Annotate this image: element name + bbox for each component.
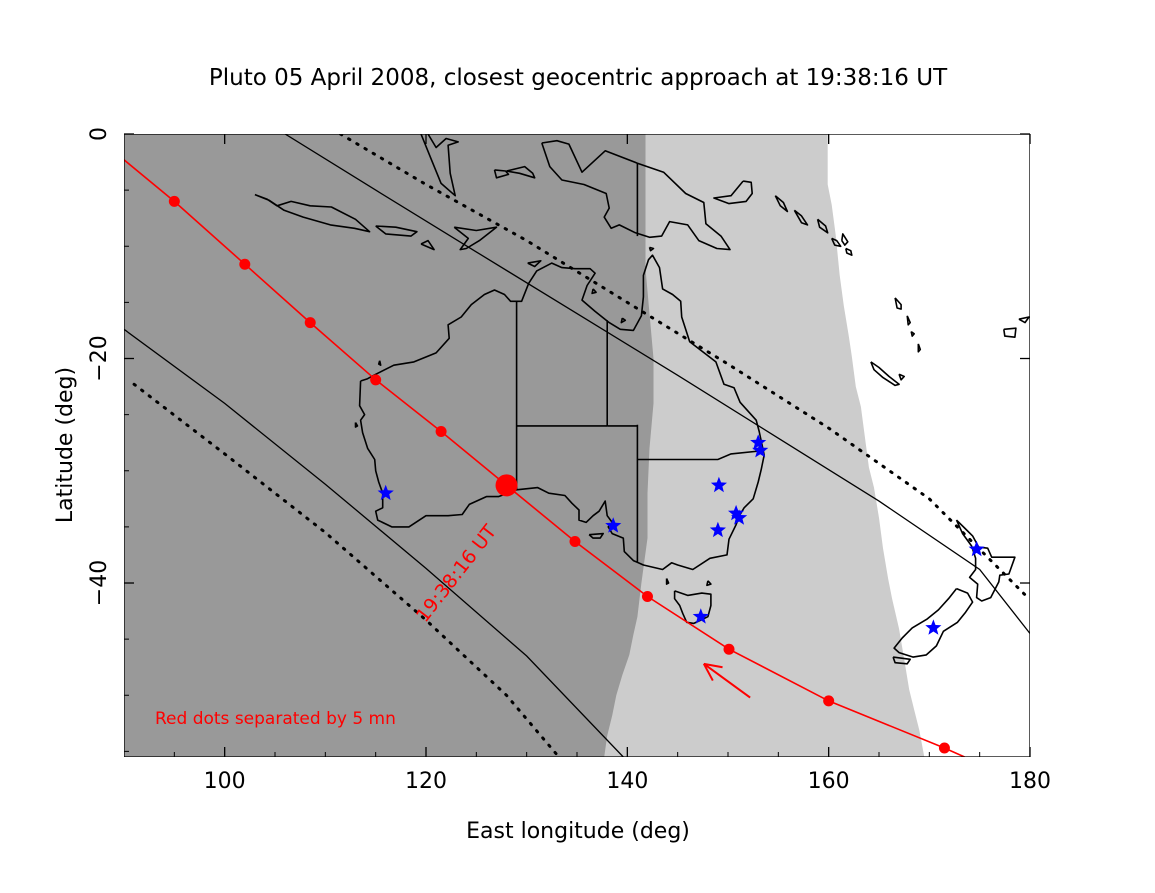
coastlines — [254, 134, 1030, 665]
time-dot-1 — [239, 258, 251, 270]
station-star-9 — [968, 540, 985, 557]
coastline-34 — [648, 246, 655, 252]
coastline-15 — [816, 218, 829, 234]
x-axis-label: East longitude (deg) — [466, 819, 690, 844]
y-tick-label-0: 0 — [87, 127, 112, 141]
coastline-19 — [870, 361, 900, 387]
coastline-32 — [591, 288, 597, 295]
shadow-limit-1 — [124, 328, 624, 757]
station-star-7 — [709, 521, 726, 538]
station-star-2 — [710, 476, 727, 493]
time-dot-3 — [370, 374, 382, 386]
time-dot-0 — [168, 195, 180, 207]
x-tick-label-1: 120 — [405, 769, 447, 794]
coastline-4 — [541, 139, 731, 251]
coastline-22 — [910, 330, 916, 337]
dotted-limit-2 — [338, 134, 1030, 602]
plot-area: 19:38:16 UT Red dots separated by 5 mn — [124, 134, 1030, 757]
coastline-26 — [1018, 316, 1030, 324]
time-dot-5 — [569, 535, 581, 547]
coastline-8 — [453, 226, 498, 251]
direction-arrow — [702, 662, 751, 699]
coastline-25 — [1003, 327, 1017, 339]
y-tick-label-2: −40 — [87, 560, 112, 606]
coastline-21 — [906, 315, 912, 326]
x-tick-label-2: 140 — [606, 769, 648, 794]
time-dot-7 — [723, 643, 735, 655]
coastline-33 — [620, 317, 627, 324]
station-star-1 — [605, 517, 622, 533]
coastline-9 — [420, 134, 460, 197]
coastline-18 — [845, 247, 853, 256]
coastline-27 — [892, 656, 912, 665]
state-border-5 — [637, 449, 764, 461]
coastline-10 — [493, 169, 510, 179]
x-tick-label-4: 180 — [1009, 769, 1051, 794]
x-axis-ticks: 100 120 140 160 180 — [173, 134, 1051, 794]
y-tick-label-1: −20 — [87, 335, 112, 381]
dots-separation-annotation: Red dots separated by 5 mn — [155, 709, 396, 729]
coastline-7 — [420, 239, 435, 251]
coastline-36 — [377, 360, 382, 367]
night-region — [124, 134, 654, 757]
x-tick-label-0: 100 — [204, 769, 246, 794]
coastline-23 — [917, 343, 922, 353]
station-star-10 — [925, 619, 942, 635]
coastline-14 — [793, 209, 809, 226]
coastline-6 — [375, 225, 418, 237]
y-axis-label: Latitude (deg) — [53, 367, 78, 523]
time-dot-8 — [823, 695, 835, 707]
shadow-limit-lines — [124, 134, 1030, 757]
station-star-3 — [750, 434, 767, 450]
station-star-5 — [728, 504, 745, 521]
map-title: Pluto 05 April 2008, closest geocentric … — [209, 65, 948, 91]
arrow-head-0 — [702, 663, 714, 682]
coastline-29 — [665, 578, 670, 585]
coastline-30 — [706, 580, 712, 587]
coastline-16 — [830, 237, 842, 248]
coastline-3 — [893, 587, 974, 658]
coastline-31 — [527, 259, 542, 268]
station-star-6 — [731, 509, 748, 525]
arrow-head-1 — [703, 662, 723, 669]
time-dot-9 — [938, 742, 950, 754]
time-dot-4 — [435, 425, 447, 437]
coastline-0 — [358, 254, 766, 571]
coastline-24 — [898, 373, 906, 381]
coastline-11 — [506, 165, 536, 179]
coastline-12 — [713, 180, 754, 205]
arrow-shaft — [703, 663, 751, 699]
coastline-17 — [841, 233, 849, 246]
time-dot-2 — [304, 317, 316, 329]
coastline-28 — [588, 532, 605, 539]
x-tick-label-3: 160 — [808, 769, 850, 794]
coastline-20 — [894, 297, 902, 310]
station-star-8 — [692, 608, 709, 624]
station-star-0 — [377, 484, 394, 501]
shadow-centerline — [124, 159, 965, 757]
dotted-limit-3 — [132, 382, 561, 757]
coastline-5 — [254, 193, 371, 233]
time-dot-6 — [641, 590, 653, 602]
observer-stations — [377, 434, 985, 635]
y-axis-ticks: 0 −20 −40 — [87, 127, 1030, 752]
station-star-4 — [752, 442, 769, 458]
state-borders — [515, 163, 764, 562]
coastline-35 — [354, 422, 359, 428]
shadow-limit-0 — [284, 134, 1030, 634]
closest-approach-dot — [495, 474, 518, 497]
coastline-13 — [774, 195, 789, 213]
